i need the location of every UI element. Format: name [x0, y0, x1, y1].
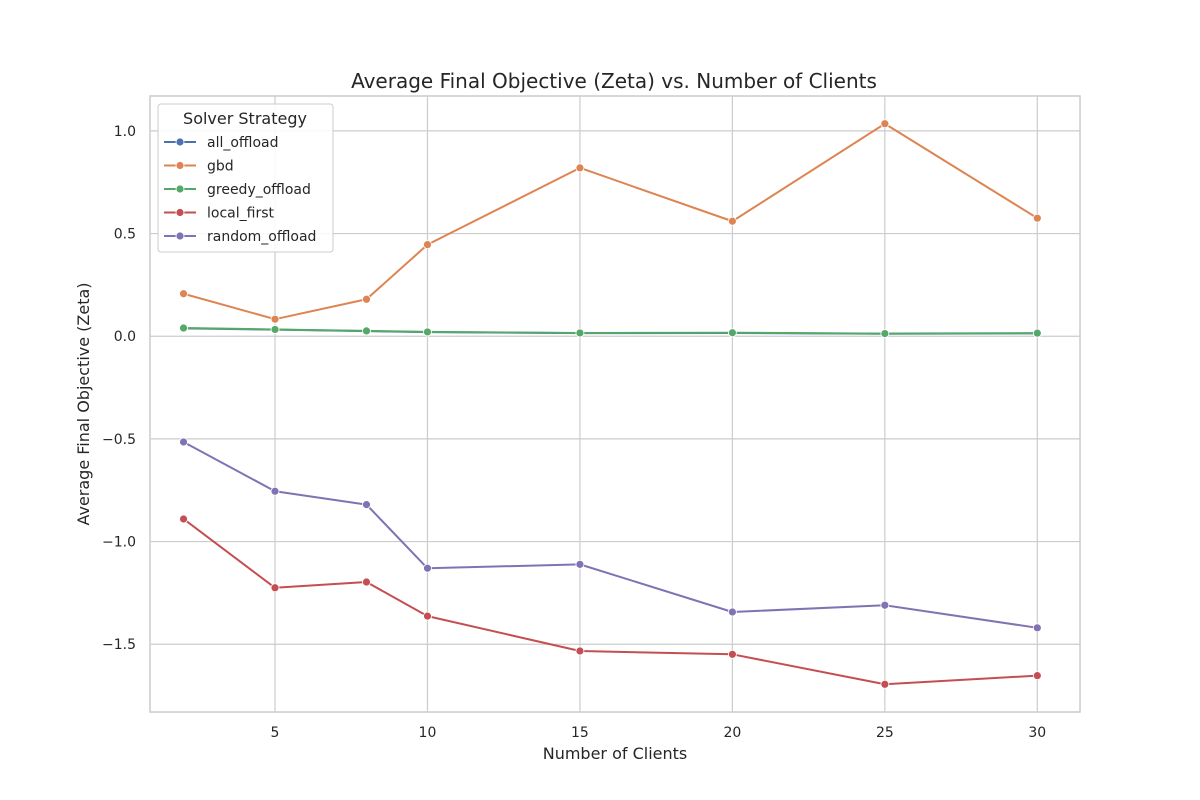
data-point	[1032, 213, 1042, 223]
legend-marker	[175, 231, 185, 241]
legend-label: random_offload	[207, 229, 316, 245]
data-point	[880, 679, 890, 689]
data-point	[270, 583, 280, 593]
x-tick-label: 15	[571, 725, 589, 741]
plot-frame	[149, 95, 1081, 713]
data-point	[727, 328, 737, 338]
y-tick-label: −1.0	[102, 535, 136, 551]
data-point	[575, 646, 585, 656]
data-point	[423, 327, 432, 337]
y-axis-label: Average Final Objective (Zeta)	[74, 282, 93, 525]
data-point	[575, 328, 585, 338]
series-local_first	[179, 514, 1042, 689]
series-greedy_offload	[179, 323, 1042, 338]
data-point	[362, 500, 371, 510]
legend-label: all_offload	[207, 135, 279, 151]
data-point	[270, 325, 280, 334]
chart-title: Average Final Objective (Zeta) vs. Numbe…	[351, 69, 877, 93]
series-line	[183, 327, 1038, 335]
data-point	[179, 437, 188, 447]
legend-item-random_offload: random_offload	[164, 229, 316, 245]
data-point	[362, 294, 371, 304]
series-random_offload	[179, 437, 1042, 633]
y-tick-label: 0.5	[114, 227, 136, 243]
legend-title: Solver Strategy	[183, 109, 307, 128]
data-point	[880, 600, 890, 610]
legend-item-greedy_offload: greedy_offload	[164, 182, 311, 198]
series-line	[183, 122, 1038, 321]
x-tick-label: 25	[876, 725, 894, 741]
legend-label: gbd	[207, 159, 234, 175]
series-line	[182, 518, 1038, 686]
x-tick-label: 10	[419, 725, 437, 741]
data-point	[179, 323, 188, 333]
x-tick-label: 5	[271, 725, 280, 741]
y-tick-label: −0.5	[102, 432, 136, 448]
legend-item-gbd: gbd	[164, 159, 234, 175]
data-point	[575, 559, 585, 569]
series-line	[183, 441, 1038, 629]
data-point	[1032, 623, 1042, 633]
data-point	[1032, 328, 1042, 338]
x-axis-label: Number of Clients	[543, 744, 688, 763]
data-point	[727, 649, 737, 659]
legend-box	[157, 103, 334, 253]
series-lines	[179, 119, 1042, 689]
data-point	[575, 163, 585, 173]
data-point	[179, 514, 188, 524]
series-gbd	[179, 119, 1042, 324]
x-tick-label: 20	[723, 725, 741, 741]
legend-marker	[175, 208, 185, 217]
data-point	[362, 326, 371, 336]
x-tick-label: 30	[1028, 725, 1046, 741]
legend-marker	[175, 137, 185, 147]
data-point	[423, 611, 432, 621]
data-point	[423, 563, 432, 573]
data-point	[727, 216, 737, 226]
data-point	[362, 577, 371, 587]
legend-item-local_first: local_first	[164, 206, 274, 222]
data-point	[727, 607, 737, 617]
data-point	[270, 486, 280, 496]
data-point	[1032, 671, 1042, 681]
y-tick-label: −1.5	[102, 637, 136, 653]
data-point	[880, 329, 890, 338]
data-point	[423, 240, 432, 250]
legend-label: local_first	[207, 206, 274, 222]
data-point	[270, 314, 280, 324]
legend-label: greedy_offload	[207, 182, 311, 198]
data-point	[880, 119, 890, 129]
legend-marker	[175, 161, 185, 170]
y-tick-label: 1.0	[114, 124, 136, 140]
data-point	[179, 289, 188, 299]
y-tick-label: 0.0	[114, 329, 136, 345]
legend-item-all_offload: all_offload	[164, 135, 279, 151]
legend-marker	[175, 184, 185, 194]
tick-labels: 5 10 15 20 25 30 1.0 0.5 0.0 −0.5 −1.0 −1.5	[102, 124, 1046, 741]
